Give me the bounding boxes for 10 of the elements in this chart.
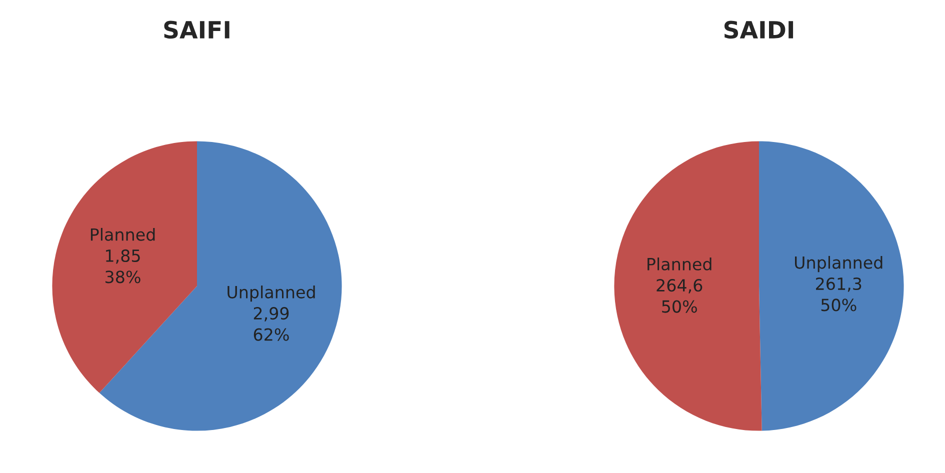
slice-label: Unplanned: [795, 256, 882, 272]
data-label: 264,6 50%: [656, 279, 702, 313]
data-label: 2,99 62%: [254, 307, 289, 341]
data-label: 261,3 50%: [816, 277, 862, 312]
slice-label: Planned: [90, 228, 155, 241]
slice-label: Planned: [648, 258, 712, 270]
chart-title: SAIFI: [164, 20, 230, 39]
data-label: 1,85 38%: [106, 249, 140, 284]
chart-title: SAIDI: [724, 20, 794, 39]
slice-label: Unplanned: [228, 286, 315, 302]
